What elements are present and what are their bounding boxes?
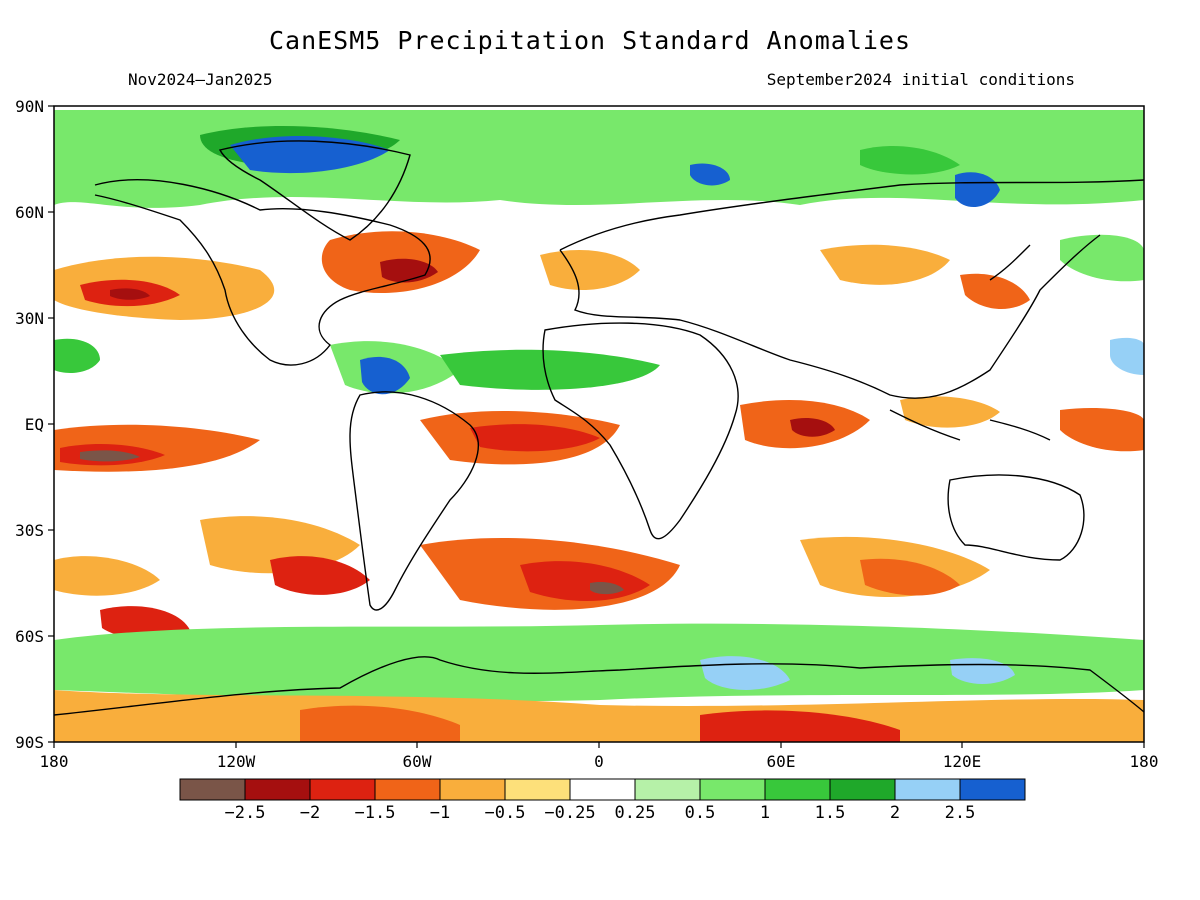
greenland-wet-core bbox=[230, 135, 390, 174]
africa-coast bbox=[542, 322, 739, 540]
lat-tick-marks bbox=[48, 105, 54, 743]
lon-tick-label: 180 bbox=[40, 752, 69, 771]
colorbar-swatch bbox=[569, 778, 636, 801]
lon-tick-label: 120E bbox=[943, 752, 982, 771]
colorbar-label: 0.25 bbox=[615, 803, 656, 823]
japan-coast bbox=[989, 244, 1031, 281]
lat-tick-label: EQ bbox=[25, 415, 44, 434]
colorbar-swatch bbox=[634, 778, 701, 801]
colorbar-swatch bbox=[179, 778, 246, 801]
colorbar-swatch bbox=[504, 778, 571, 801]
colorbar-label: 1 bbox=[760, 803, 770, 823]
lat-tick-label: 60S bbox=[15, 627, 44, 646]
initial-conditions: September2024 initial conditions bbox=[766, 70, 1075, 89]
colorbar-label: 0.5 bbox=[685, 803, 716, 823]
lat-tick-label: 90S bbox=[15, 733, 44, 752]
lon-tick-label: 60W bbox=[403, 752, 432, 771]
colorbar-label: 1.5 bbox=[815, 803, 846, 823]
south-america-coast bbox=[349, 391, 479, 611]
north-america-coast bbox=[94, 179, 431, 366]
colorbar-label: −0.25 bbox=[544, 803, 595, 823]
lat-tick-label: 30S bbox=[15, 521, 44, 540]
longitude-axis: 180 120W 60W 0 60E 120E 180 bbox=[40, 752, 1159, 771]
colorbar-swatch bbox=[439, 778, 506, 801]
southern-ocean-wet bbox=[54, 623, 1144, 702]
lon-tick-marks bbox=[53, 742, 1145, 748]
chart-title: CanESM5 Precipitation Standard Anomalies bbox=[268, 26, 912, 55]
colorbar-label: −1 bbox=[430, 803, 450, 823]
lon-tick-label: 0 bbox=[594, 752, 604, 771]
lat-tick-label: 60N bbox=[15, 203, 44, 222]
colorbar-swatch bbox=[309, 778, 376, 801]
indonesia-coast bbox=[889, 409, 1051, 441]
colorbar-swatch bbox=[244, 778, 311, 801]
australia-coast bbox=[947, 474, 1085, 561]
antarctica-coast bbox=[53, 656, 1145, 716]
colorbar-label: 2.5 bbox=[945, 803, 976, 823]
colorbar-swatch bbox=[894, 778, 961, 801]
lon-tick-label: 180 bbox=[1130, 752, 1159, 771]
lon-tick-label: 120W bbox=[217, 752, 256, 771]
colorbar-label: −1.5 bbox=[355, 803, 396, 823]
colorbar-swatch bbox=[699, 778, 766, 801]
colorbar-swatch bbox=[764, 778, 831, 801]
colorbar: −2.5 −2 −1.5 −1 −0.5 −0.25 0.25 0.5 1 1.5 2 2.5 bbox=[179, 778, 1026, 823]
colorbar-swatch bbox=[374, 778, 441, 801]
lon-tick-label: 60E bbox=[767, 752, 796, 771]
coastlines bbox=[53, 140, 1145, 716]
lat-tick-label: 90N bbox=[15, 97, 44, 116]
europe-asia-coast bbox=[559, 179, 1145, 399]
colorbar-swatch bbox=[829, 778, 896, 801]
latitude-axis: 90N 60N 30N EQ 30S 60S 90S bbox=[15, 97, 44, 752]
colorbar-label: 2 bbox=[890, 803, 900, 823]
colorbar-label: −0.5 bbox=[485, 803, 526, 823]
colorbar-label: −2.5 bbox=[225, 803, 266, 823]
greenland-coast bbox=[218, 140, 411, 241]
anomaly-field bbox=[54, 106, 1144, 742]
colorbar-swatch bbox=[959, 778, 1026, 801]
forecast-period: Nov2024–Jan2025 bbox=[128, 70, 273, 89]
colorbar-label: −2 bbox=[300, 803, 320, 823]
lat-tick-label: 30N bbox=[15, 309, 44, 328]
